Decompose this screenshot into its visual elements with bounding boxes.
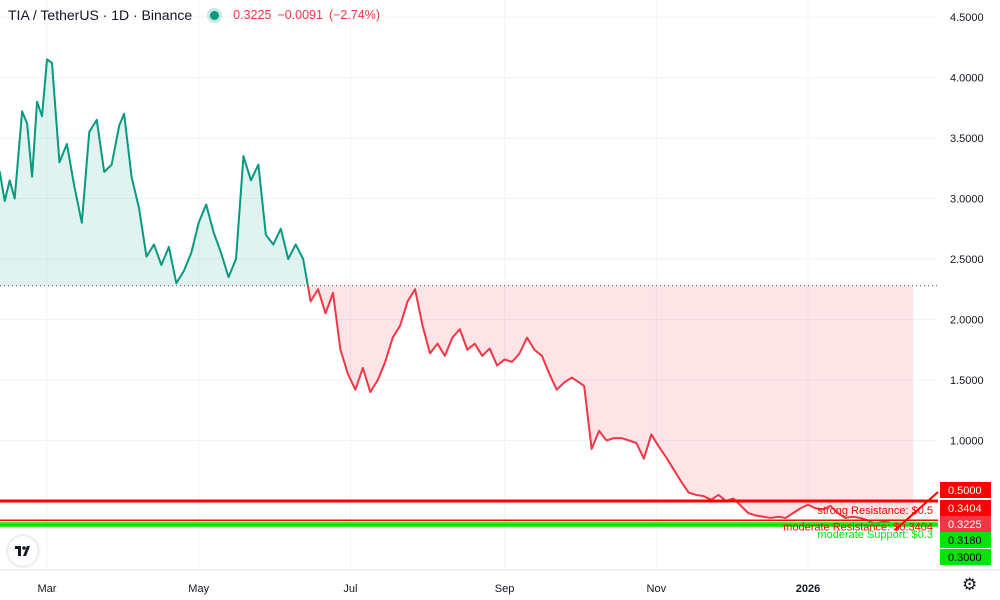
price-tag <box>940 516 991 532</box>
y-tick-label: 1.5000 <box>950 375 984 387</box>
x-tick-label: Mar <box>38 583 57 595</box>
area-fill-below <box>307 285 913 524</box>
price-tag <box>940 549 991 565</box>
last-price: 0.3225 <box>233 8 272 22</box>
price-tag-label: 0.5000 <box>948 485 982 497</box>
market-status-dot-icon <box>210 10 220 20</box>
y-tick-label: 4.0000 <box>950 73 984 85</box>
tradingview-logo-icon[interactable] <box>8 536 38 566</box>
x-tick-label: 2026 <box>796 583 820 595</box>
y-tick-label: 4.5000 <box>950 12 984 24</box>
y-tick-label: 2.0000 <box>950 315 984 327</box>
projection-arrow-line <box>894 491 939 531</box>
x-tick-label: Nov <box>647 583 667 595</box>
x-tick-label: May <box>188 583 209 595</box>
x-tick-label: Sep <box>495 583 515 595</box>
price-change-pct: (−2.74%) <box>328 8 381 22</box>
price-tag <box>940 482 991 498</box>
price-tag <box>940 500 991 516</box>
price-tag-label: 0.3180 <box>948 535 982 547</box>
symbol-title[interactable]: TIA / TetherUS · 1D · Binance <box>8 7 193 23</box>
price-readout: 0.3225 −0.0091 (−2.74%) <box>233 8 386 22</box>
series-line-below <box>306 285 891 525</box>
y-tick-label: 2.5000 <box>950 254 984 266</box>
price-tag <box>940 532 991 548</box>
level-label: strong Resistance: $0.5 <box>817 505 933 517</box>
y-tick-label: 3.5000 <box>950 133 984 145</box>
area-fill-above <box>0 59 308 286</box>
price-tag-label: 0.3000 <box>948 552 982 564</box>
series-line-above <box>0 58 309 286</box>
chart-header: TIA / TetherUS · 1D · Binance 0.3225 −0.0… <box>8 7 386 23</box>
price-tag-label: 0.3404 <box>948 503 982 515</box>
y-tick-label: 1.0000 <box>950 436 984 448</box>
level-label: moderate Support: $0.3 <box>817 529 933 541</box>
settings-gear-icon[interactable]: ⚙ <box>962 575 978 594</box>
y-tick-label: 3.0000 <box>950 194 984 206</box>
price-tag-label: 0.3225 <box>948 519 982 531</box>
price-change: −0.0091 <box>277 8 323 22</box>
x-tick-label: Jul <box>343 583 357 595</box>
